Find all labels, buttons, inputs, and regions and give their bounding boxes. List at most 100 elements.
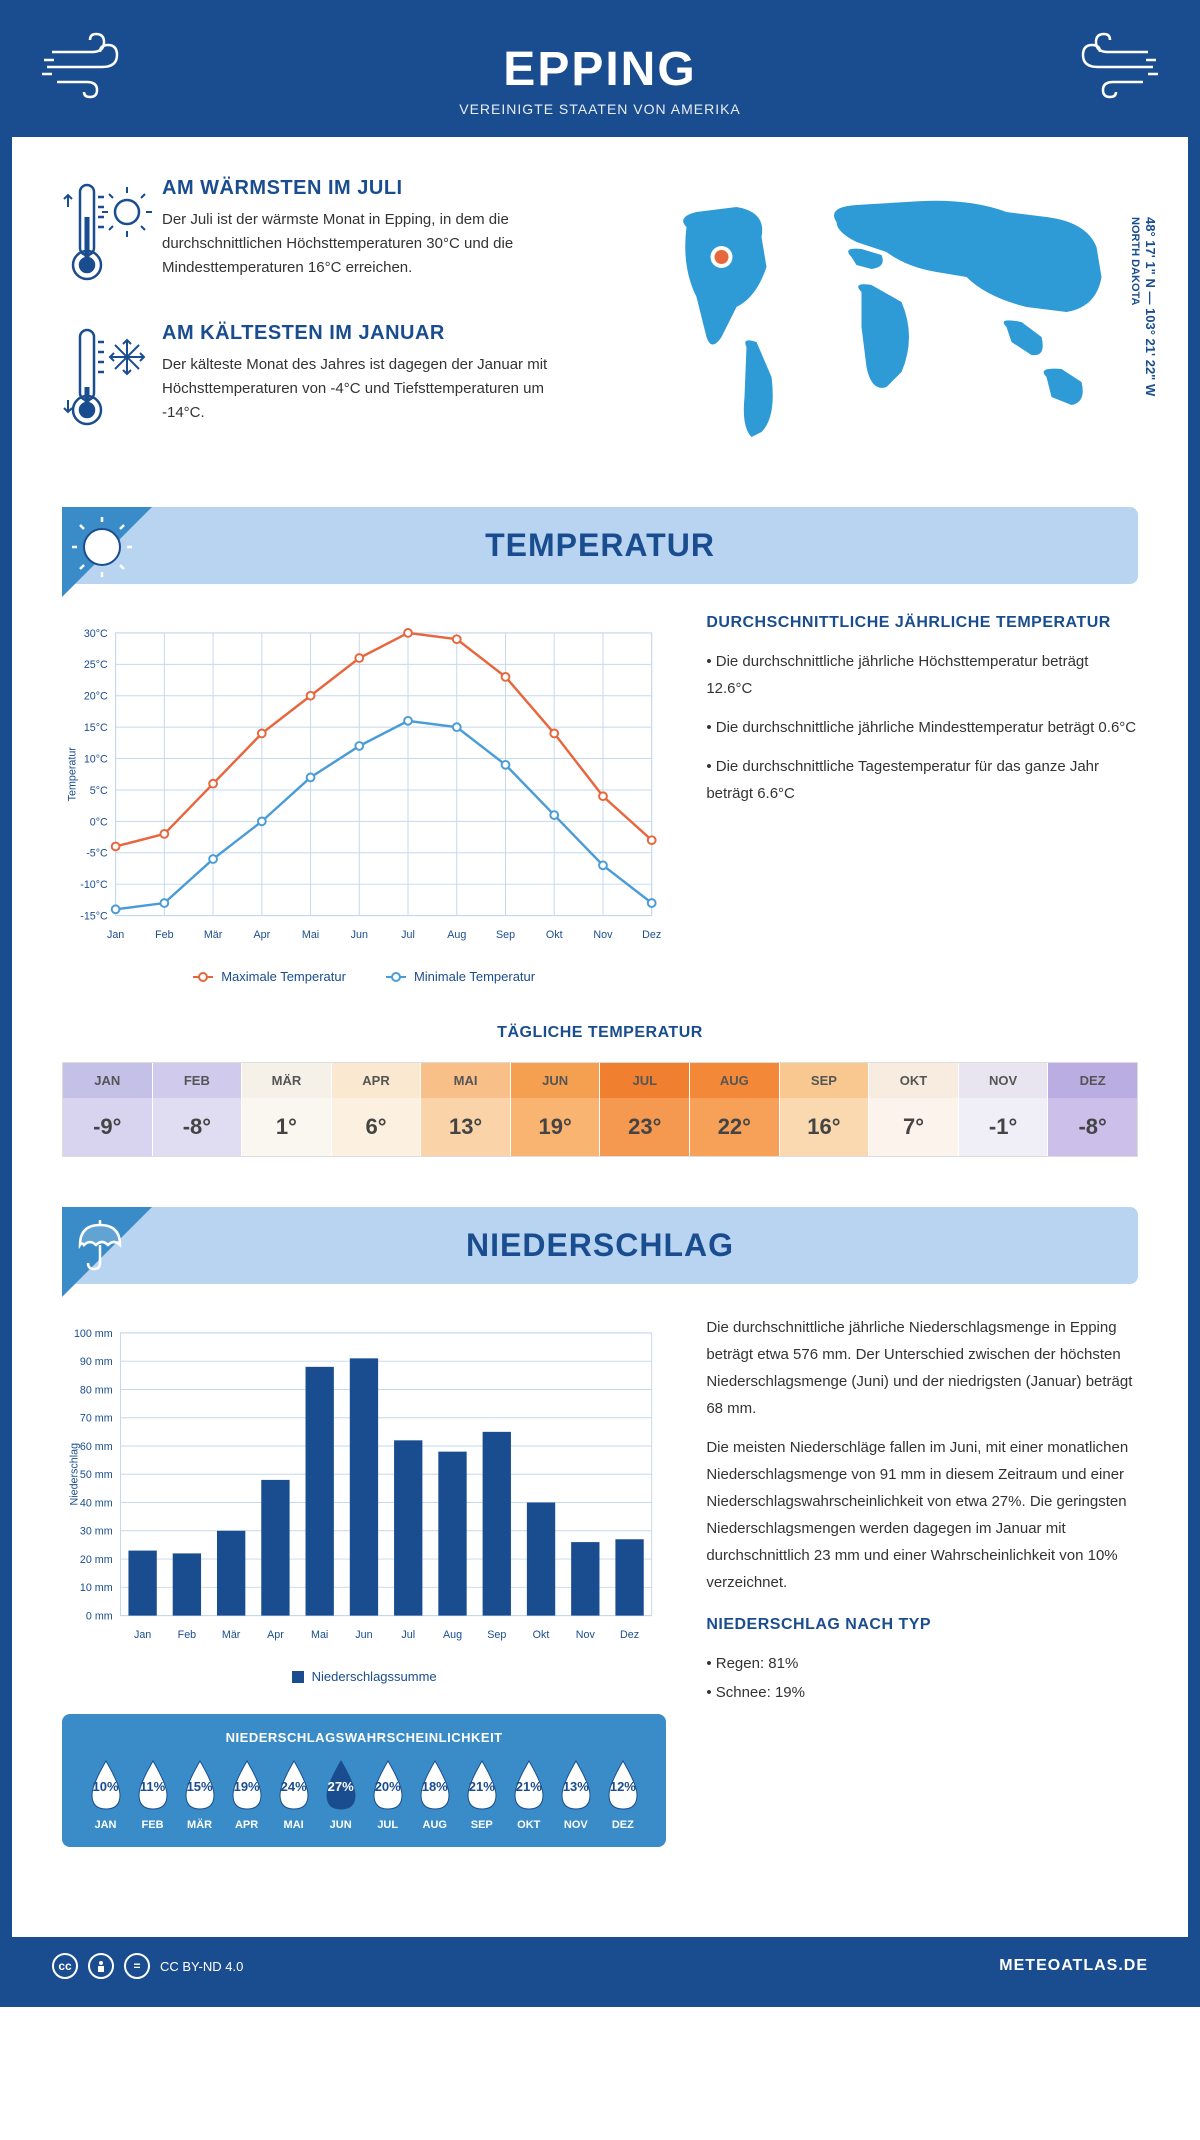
temp-cell: AUG22°	[690, 1063, 780, 1156]
svg-text:Jan: Jan	[134, 1629, 151, 1641]
precip-probability: NIEDERSCHLAGSWAHRSCHEINLICHKEIT 10%JAN11…	[62, 1714, 666, 1847]
coldest-block: AM KÄLTESTEN IM JANUAR Der kälteste Mona…	[62, 322, 585, 437]
probability-drop: 19%APR	[223, 1757, 270, 1831]
svg-text:70 mm: 70 mm	[80, 1413, 113, 1425]
by-icon	[88, 1953, 114, 1979]
precip-prob-title: NIEDERSCHLAGSWAHRSCHEINLICHKEIT	[82, 1730, 646, 1745]
precip-rain: • Regen: 81%	[706, 1650, 1138, 1677]
umbrella-icon	[72, 1217, 127, 1272]
svg-text:Jul: Jul	[401, 929, 415, 941]
probability-drop: 21%SEP	[458, 1757, 505, 1831]
warmest-text: Der Juli ist der wärmste Monat in Epping…	[162, 208, 585, 280]
precip-text-1: Die durchschnittliche jährliche Niedersc…	[706, 1314, 1138, 1422]
svg-text:Sep: Sep	[487, 1629, 506, 1641]
svg-text:30°C: 30°C	[84, 628, 108, 640]
wind-icon	[42, 32, 132, 102]
precipitation-title: NIEDERSCHLAG	[82, 1227, 1118, 1264]
overview-left: AM WÄRMSTEN IM JULI Der Juli ist der wär…	[62, 177, 585, 467]
probability-drop: 24%MAI	[270, 1757, 317, 1831]
line-chart-area: -15°C-10°C-5°C0°C5°C10°C15°C20°C25°C30°C…	[62, 614, 666, 984]
svg-text:Niederschlag: Niederschlag	[69, 1443, 81, 1506]
svg-text:40 mm: 40 mm	[80, 1497, 113, 1509]
footer-license: cc = CC BY-ND 4.0	[52, 1953, 243, 1979]
svg-text:Apr: Apr	[267, 1629, 284, 1641]
country-subtitle: VEREINIGTE STAATEN VON AMERIKA	[52, 101, 1148, 117]
probability-drop: 20%JUL	[364, 1757, 411, 1831]
temperature-line-chart: -15°C-10°C-5°C0°C5°C10°C15°C20°C25°C30°C…	[62, 614, 666, 954]
temp-cell: MAI13°	[421, 1063, 511, 1156]
probability-drop: 15%MÄR	[176, 1757, 223, 1831]
svg-text:Jan: Jan	[107, 929, 124, 941]
temp-cell: NOV-1°	[959, 1063, 1049, 1156]
temperature-section: TEMPERATUR -15°C-10°C-5°C0°C5°C10°C15°C2…	[62, 507, 1138, 1157]
precipitation-bar-chart: 0 mm10 mm20 mm30 mm40 mm50 mm60 mm70 mm8…	[62, 1314, 666, 1654]
nd-icon: =	[124, 1953, 150, 1979]
temp-cell: MÄR1°	[242, 1063, 332, 1156]
coldest-title: AM KÄLTESTEN IM JANUAR	[162, 322, 585, 345]
coldest-text: Der kälteste Monat des Jahres ist dagege…	[162, 353, 585, 425]
cc-icon: cc	[52, 1953, 78, 1979]
probability-drop: 11%FEB	[129, 1757, 176, 1831]
temp-bullet: • Die durchschnittliche jährliche Mindes…	[706, 714, 1138, 741]
svg-text:Nov: Nov	[593, 929, 613, 941]
svg-text:Aug: Aug	[447, 929, 466, 941]
svg-text:Okt: Okt	[546, 929, 563, 941]
svg-text:15°C: 15°C	[84, 722, 108, 734]
precipitation-info: Die durchschnittliche jährliche Niedersc…	[706, 1314, 1138, 1847]
svg-text:0°C: 0°C	[90, 816, 108, 828]
infographic-page: EPPING VEREINIGTE STAATEN VON AMERIKA	[0, 0, 1200, 2007]
temp-cell: JUN19°	[511, 1063, 601, 1156]
daily-temp-title: TÄGLICHE TEMPERATUR	[62, 1024, 1138, 1042]
temp-cell: OKT7°	[869, 1063, 959, 1156]
precip-text-2: Die meisten Niederschläge fallen im Juni…	[706, 1434, 1138, 1596]
city-title: EPPING	[52, 42, 1148, 97]
probability-drop: 13%NOV	[552, 1757, 599, 1831]
content: AM WÄRMSTEN IM JULI Der Juli ist der wär…	[12, 137, 1188, 1937]
svg-text:Aug: Aug	[443, 1629, 462, 1641]
temp-cell: SEP16°	[780, 1063, 870, 1156]
footer-site: METEOATLAS.DE	[999, 1957, 1148, 1975]
temperature-title: TEMPERATUR	[82, 527, 1118, 564]
precip-snow: • Schnee: 19%	[706, 1679, 1138, 1706]
overview-section: AM WÄRMSTEN IM JULI Der Juli ist der wär…	[62, 177, 1138, 467]
svg-text:Feb: Feb	[155, 929, 174, 941]
svg-text:Sep: Sep	[496, 929, 515, 941]
svg-text:Temperatur: Temperatur	[67, 747, 79, 802]
precipitation-chart-section: 0 mm10 mm20 mm30 mm40 mm50 mm60 mm70 mm8…	[62, 1314, 1138, 1847]
probability-drops: 10%JAN11%FEB15%MÄR19%APR24%MAI27%JUN20%J…	[82, 1757, 646, 1831]
precipitation-section: NIEDERSCHLAG 0 mm10 mm20 mm30 mm40 mm50 …	[62, 1207, 1138, 1847]
warmest-title: AM WÄRMSTEN IM JULI	[162, 177, 585, 200]
svg-text:0 mm: 0 mm	[86, 1610, 113, 1622]
temp-bullet: • Die durchschnittliche Tagestemperatur …	[706, 753, 1138, 807]
svg-text:20 mm: 20 mm	[80, 1554, 113, 1566]
probability-drop: 27%JUN	[317, 1757, 364, 1831]
temp-bullet: • Die durchschnittliche jährliche Höchst…	[706, 648, 1138, 702]
probability-drop: 18%AUG	[411, 1757, 458, 1831]
temperature-chart-section: -15°C-10°C-5°C0°C5°C10°C15°C20°C25°C30°C…	[62, 614, 1138, 984]
probability-drop: 12%DEZ	[599, 1757, 646, 1831]
svg-text:10 mm: 10 mm	[80, 1582, 113, 1594]
world-map-icon	[615, 177, 1138, 457]
bar-chart-area: 0 mm10 mm20 mm30 mm40 mm50 mm60 mm70 mm8…	[62, 1314, 666, 1847]
svg-text:30 mm: 30 mm	[80, 1526, 113, 1538]
svg-text:5°C: 5°C	[90, 785, 108, 797]
temperature-legend: Maximale Temperatur Minimale Temperatur	[62, 969, 666, 984]
svg-text:90 mm: 90 mm	[80, 1356, 113, 1368]
temperature-info: DURCHSCHNITTLICHE JÄHRLICHE TEMPERATUR •…	[706, 614, 1138, 984]
svg-text:Mär: Mär	[204, 929, 223, 941]
svg-text:Jun: Jun	[351, 929, 368, 941]
overview-right: 48° 17' 1" N — 103° 21' 22" W NORTH DAKO…	[615, 177, 1138, 467]
svg-text:Mai: Mai	[311, 1629, 328, 1641]
footer: cc = CC BY-ND 4.0 METEOATLAS.DE	[12, 1937, 1188, 1995]
svg-text:-15°C: -15°C	[80, 910, 108, 922]
svg-text:Okt: Okt	[533, 1629, 550, 1641]
svg-text:Apr: Apr	[253, 929, 270, 941]
warmest-block: AM WÄRMSTEN IM JULI Der Juli ist der wär…	[62, 177, 585, 292]
temp-cell: FEB-8°	[153, 1063, 243, 1156]
temp-cell: JUL23°	[600, 1063, 690, 1156]
precip-type-title: NIEDERSCHLAG NACH TYP	[706, 1616, 1138, 1634]
svg-text:60 mm: 60 mm	[80, 1441, 113, 1453]
section-header-temperature: TEMPERATUR	[62, 507, 1138, 584]
precipitation-legend: Niederschlagssumme	[62, 1669, 666, 1684]
svg-text:Jul: Jul	[401, 1629, 415, 1641]
